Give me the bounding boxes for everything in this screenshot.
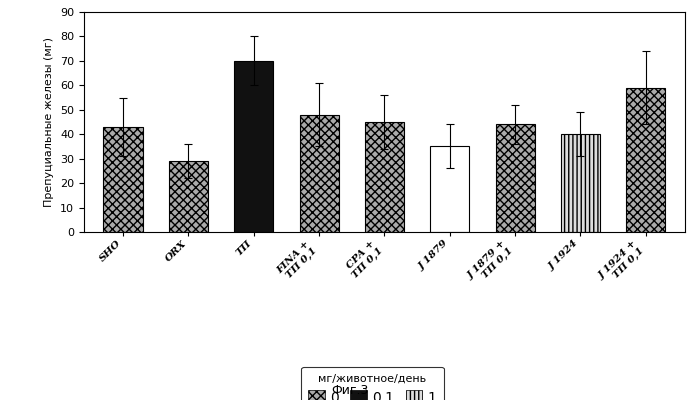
- Bar: [430, 146, 470, 232]
- Bar: [169, 161, 208, 232]
- Bar: [626, 88, 665, 232]
- Bar: [234, 61, 273, 232]
- Bar: [561, 134, 600, 232]
- Bar: [496, 124, 535, 232]
- Y-axis label: Препуциальные железы (мг): Препуциальные железы (мг): [45, 37, 55, 207]
- Bar: [365, 122, 404, 232]
- Legend: 0, 0,1, 1: 0, 0,1, 1: [301, 366, 444, 400]
- Bar: [103, 127, 143, 232]
- Bar: [299, 115, 339, 232]
- Text: Фиг.3: Фиг.3: [331, 384, 368, 397]
